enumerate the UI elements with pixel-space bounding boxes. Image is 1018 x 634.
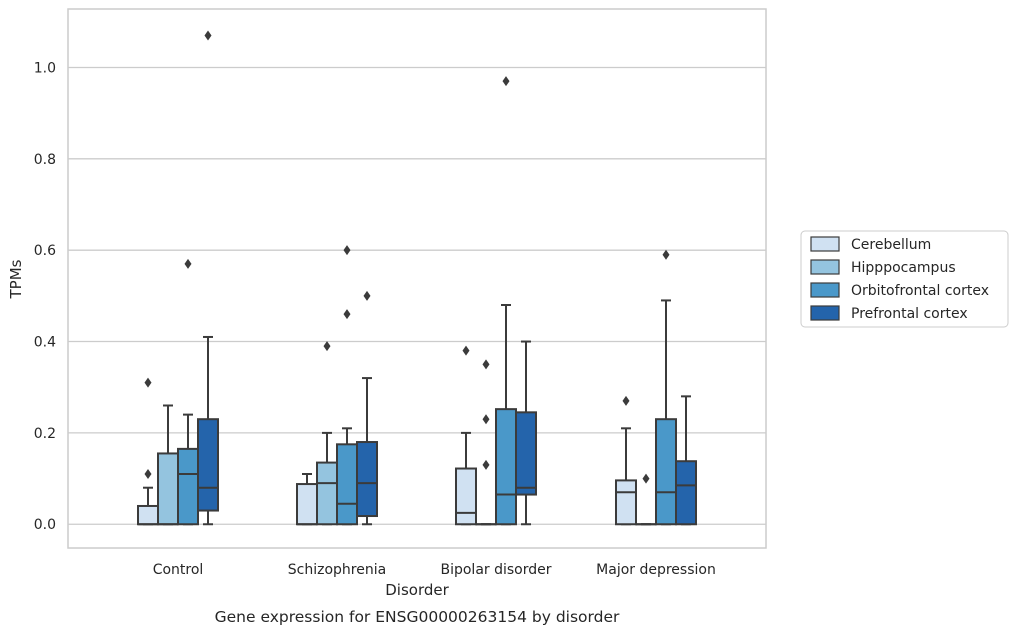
box-cerebellum bbox=[455, 345, 477, 526]
plot-area-frame bbox=[67, 8, 767, 549]
boxes bbox=[137, 30, 697, 526]
y-tick-label: 0.2 bbox=[34, 426, 56, 442]
outlier-point bbox=[204, 30, 212, 41]
box-hipppocampus bbox=[157, 404, 179, 526]
x-tick-label: Schizophrenia bbox=[288, 562, 386, 578]
outlier-point bbox=[343, 245, 351, 256]
box-body bbox=[336, 443, 358, 526]
box-body bbox=[316, 461, 338, 526]
box-body bbox=[515, 411, 537, 496]
box-cerebellum bbox=[137, 377, 159, 526]
box-hipppocampus bbox=[635, 473, 657, 526]
x-axis-label: Disorder bbox=[385, 581, 449, 599]
box-body bbox=[197, 418, 219, 512]
outlier-point bbox=[502, 76, 510, 87]
outlier-point bbox=[323, 341, 331, 352]
box-prefrontal-cortex bbox=[356, 290, 378, 526]
y-axis-ticks: 0.0 0.2 0.4 0.6 0.8 1.0 bbox=[34, 60, 56, 533]
outlier-point bbox=[662, 249, 670, 260]
box-body bbox=[137, 504, 159, 526]
outlier-point bbox=[622, 395, 630, 406]
box-prefrontal-cortex bbox=[515, 340, 537, 526]
box-cerebellum bbox=[615, 395, 637, 526]
y-tick-label: 0.0 bbox=[34, 517, 56, 533]
box-body bbox=[157, 452, 179, 526]
outlier-point bbox=[144, 377, 152, 388]
box-body bbox=[495, 408, 517, 526]
legend-label: Prefrontal cortex bbox=[851, 306, 968, 322]
chart-caption: Gene expression for ENSG00000263154 by d… bbox=[215, 608, 620, 626]
box-orbitofrontal-cortex bbox=[495, 76, 517, 526]
legend-swatch bbox=[810, 259, 840, 275]
box-body bbox=[655, 418, 677, 526]
outlier-point bbox=[482, 459, 490, 470]
outlier-point bbox=[144, 469, 152, 480]
x-tick-label: Bipolar disorder bbox=[440, 562, 551, 578]
x-tick-label: Major depression bbox=[596, 562, 716, 578]
outlier-point bbox=[462, 345, 470, 356]
box-hipppocampus bbox=[475, 359, 497, 526]
outlier-point bbox=[482, 359, 490, 370]
box-body bbox=[177, 447, 199, 526]
box-body bbox=[296, 483, 318, 526]
legend-label: Cerebellum bbox=[851, 237, 931, 253]
outlier-point bbox=[343, 309, 351, 320]
y-tick-label: 0.6 bbox=[34, 243, 56, 259]
y-tick-label: 0.4 bbox=[34, 335, 56, 351]
x-axis-ticks: Control Schizophrenia Bipolar disorder Majo… bbox=[153, 562, 716, 578]
box-body bbox=[356, 441, 378, 518]
legend-frame bbox=[800, 230, 1009, 328]
box-body bbox=[615, 479, 637, 526]
box-prefrontal-cortex bbox=[675, 395, 697, 526]
outlier-point bbox=[482, 414, 490, 425]
outlier-point bbox=[363, 290, 371, 301]
box-body bbox=[675, 460, 697, 526]
box-orbitofrontal-cortex bbox=[655, 249, 677, 526]
legend-swatch bbox=[810, 305, 840, 321]
legend: Cerebellum Hipppocampus Orbitofrontal cort… bbox=[800, 230, 1009, 328]
legend-swatch bbox=[810, 236, 840, 252]
y-tick-label: 0.8 bbox=[34, 152, 56, 168]
legend-swatch bbox=[810, 282, 840, 298]
legend-label: Orbitofrontal cortex bbox=[851, 283, 989, 299]
box-orbitofrontal-cortex bbox=[336, 245, 358, 526]
outlier-point bbox=[184, 258, 192, 269]
y-axis-label: TPMs bbox=[7, 259, 25, 299]
x-tick-label: Control bbox=[153, 562, 204, 578]
box-prefrontal-cortex bbox=[197, 30, 219, 526]
outlier-point bbox=[642, 473, 650, 484]
legend-label: Hipppocampus bbox=[851, 260, 956, 276]
y-tick-label: 1.0 bbox=[34, 60, 56, 76]
box-cerebellum bbox=[296, 473, 318, 526]
box-body bbox=[455, 467, 477, 526]
box-orbitofrontal-cortex bbox=[177, 258, 199, 526]
